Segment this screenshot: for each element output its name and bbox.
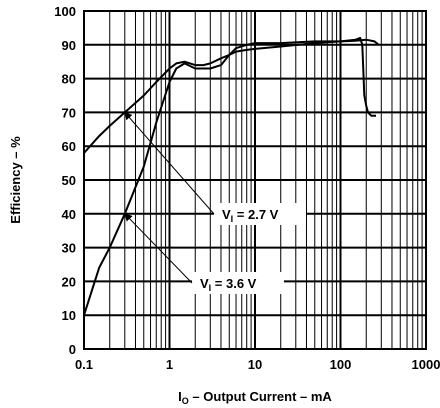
y-tick-label: 10 xyxy=(62,308,76,323)
x-tick-label: 10 xyxy=(248,357,262,372)
y-tick-label: 50 xyxy=(62,173,76,188)
y-tick-label: 80 xyxy=(62,72,76,87)
y-tick-label: 60 xyxy=(62,139,76,154)
annotation-box xyxy=(192,272,284,294)
annotation-box xyxy=(214,203,306,225)
x-tick-label: 0.1 xyxy=(75,357,93,372)
series-line-2 xyxy=(83,38,380,316)
y-tick-label: 100 xyxy=(54,4,76,19)
annotations: VI = 2.7 V VI = 3.6 V xyxy=(124,111,306,294)
y-tick-label: 20 xyxy=(62,274,76,289)
annotation-arrow xyxy=(124,111,215,215)
annotation-label: VI = 2.7 V xyxy=(222,207,279,224)
plot-border xyxy=(83,10,427,350)
y-tick-label: 40 xyxy=(62,207,76,222)
y-axis-title: Efficiency – % xyxy=(8,136,23,224)
series-lines xyxy=(83,37,380,316)
y-tick-label: 0 xyxy=(69,342,76,357)
annotation-arrow xyxy=(124,213,193,284)
y-tick-label: 30 xyxy=(62,241,76,256)
plot-frame xyxy=(83,10,427,350)
x-tick-label: 1 xyxy=(166,357,173,372)
grid xyxy=(84,11,426,349)
x-tick-label: 100 xyxy=(330,357,352,372)
y-tick-label: 90 xyxy=(62,38,76,53)
y-tick-label: 70 xyxy=(62,105,76,120)
annotation-label: VI = 3.6 V xyxy=(200,276,257,293)
x-tick-label: 1000 xyxy=(412,357,440,372)
series-line-1 xyxy=(83,37,376,154)
axis-titles: IO – Output Current – mA Efficiency – % xyxy=(8,136,332,406)
x-axis-title: IO – Output Current – mA xyxy=(178,389,332,406)
tick-labels: 0.1 1 10 100 1000 0 10 20 30 40 50 60 70 80 90 100 xyxy=(54,4,440,372)
